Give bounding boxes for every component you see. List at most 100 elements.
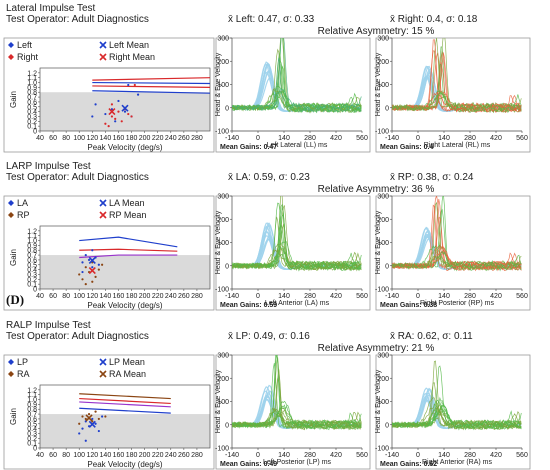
legend-label-3: RA Mean xyxy=(109,369,146,379)
gain-norm-curve-1 xyxy=(92,90,211,94)
gain-xtick-label: 100 xyxy=(73,293,85,300)
velocity-panel-right: -100 0 100 200 300 -140 0 140 280 420 560 Head & Ey… xyxy=(375,36,531,153)
gain-ytick-label: 0.5 xyxy=(27,104,37,111)
gain-xtick-label: 220 xyxy=(152,452,164,459)
velocity-xlabel: Right Lateral (RL) ms xyxy=(424,142,491,149)
gain-point-0-7 xyxy=(101,415,104,418)
gain-ytick-label: 0 xyxy=(33,287,37,294)
gain-xtick-label: 200 xyxy=(139,135,151,142)
velocity-xtick-label: 420 xyxy=(330,452,342,459)
velocity-ytick-label: 300 xyxy=(377,36,389,43)
gain-xtick-label: 180 xyxy=(126,293,138,300)
gain-point-0-8 xyxy=(84,439,87,442)
gain-ytick-label: 0.1 xyxy=(27,124,37,131)
gain-xtick-label: 80 xyxy=(62,293,70,300)
gain-norm-curve-3 xyxy=(79,407,171,414)
velocity-ylabel: Head & Eye Velocity xyxy=(375,210,382,274)
mean-gain-label: Mean Gains: 0.4 xyxy=(380,144,433,151)
gain-ytick-label: 0.5 xyxy=(27,262,37,269)
gain-xtick-label: 140 xyxy=(100,135,112,142)
velocity-xtick-label: -140 xyxy=(385,452,399,459)
velocity-ylabel: Head & Eye Velocity xyxy=(375,52,382,116)
gain-box xyxy=(3,195,215,311)
gain-xtick-label: 40 xyxy=(36,135,44,142)
velocity-xtick-label: 140 xyxy=(278,452,290,459)
velocity-panel-right: -100 0 100 200 300 -140 0 140 280 420 560 Head & Ey… xyxy=(375,194,531,311)
gain-xtick-label: 160 xyxy=(113,452,125,459)
eye-trace-11 xyxy=(232,87,362,113)
gain-point-1-9 xyxy=(101,263,104,266)
velocity-ytick-label: 0 xyxy=(385,422,389,429)
gain-point-0-9 xyxy=(136,93,140,96)
mean-gain-label: Mean Gains: 0.59 xyxy=(220,302,277,309)
gain-point-1-8 xyxy=(84,283,87,286)
gain-point-0-1 xyxy=(94,103,97,106)
gain-ytick-label: 0 xyxy=(33,446,37,453)
velocity-ytick-label: 0 xyxy=(225,263,229,270)
velocity-ytick-label: 200 xyxy=(217,217,229,224)
gain-plot-frame xyxy=(39,225,211,290)
gain-point-0-6 xyxy=(97,429,100,433)
relative-asymmetry: Relative Asymmetry: 36 % xyxy=(318,184,435,195)
legend-marker-2 xyxy=(8,371,14,377)
stats-left: x̄ LP: 0.49, σ: 0.16 xyxy=(228,331,310,342)
gain-box xyxy=(3,354,215,470)
velocity-ytick-label: 100 xyxy=(217,240,229,247)
gain-point-1-6 xyxy=(94,275,97,278)
mean-gain-label: Mean Gains: 0.49 xyxy=(220,461,277,468)
velocity-xtick-label: 560 xyxy=(356,135,368,142)
gain-ytick-label: 0.6 xyxy=(27,99,37,106)
velocity-ytick-label: 200 xyxy=(377,376,389,383)
legend-label-3: Right Mean xyxy=(109,52,155,62)
gain-point-0-6 xyxy=(97,263,100,266)
gain-xtick-label: 240 xyxy=(165,135,177,142)
legend-marker-0 xyxy=(8,42,14,48)
gain-ytick-label: 1.0 xyxy=(27,238,37,245)
legend-label-2: RP xyxy=(17,210,30,220)
gain-point-1-4 xyxy=(114,117,117,120)
legend-label-1: Left Mean xyxy=(109,40,149,50)
gain-xtick-label: 180 xyxy=(126,452,138,459)
gain-point-1-7 xyxy=(104,415,107,418)
gain-point-1-0 xyxy=(104,122,107,125)
velocity-xtick-label: 560 xyxy=(516,293,528,300)
gain-xtick-label: 280 xyxy=(191,135,203,142)
velocity-xtick-label: 420 xyxy=(330,293,342,300)
gain-point-1-2 xyxy=(84,417,87,421)
gain-point-0-4 xyxy=(114,120,117,123)
velocity-xtick-label: 280 xyxy=(304,452,316,459)
velocity-traces xyxy=(232,196,362,272)
velocity-ytick-label: 300 xyxy=(217,353,229,360)
velocity-xtick-label: 280 xyxy=(464,135,476,142)
legend-marker-1 xyxy=(99,199,107,207)
eye-trace-15 xyxy=(392,255,522,271)
velocity-ytick-label: 300 xyxy=(217,194,229,201)
velocity-ytick-label: 300 xyxy=(377,353,389,360)
gain-xtick-label: 260 xyxy=(178,135,190,142)
velocity-ytick-label: 0 xyxy=(225,422,229,429)
velocity-ytick-label: 100 xyxy=(217,399,229,406)
velocity-xtick-label: 0 xyxy=(416,293,420,300)
velocity-panel-left: -100 0 100 200 300 -140 0 140 280 420 560 Head & Ey… xyxy=(215,194,371,311)
velocity-xtick-label: 140 xyxy=(278,135,290,142)
legend-marker-2 xyxy=(8,212,14,218)
gain-xlabel: Peak Velocity (deg/s) xyxy=(87,143,162,152)
gain-point-0-1 xyxy=(84,253,87,257)
gain-mean-1 xyxy=(85,414,93,422)
legend-marker-1 xyxy=(99,41,107,49)
legend-label-3: RP Mean xyxy=(109,210,146,220)
gain-point-1-2 xyxy=(84,266,87,269)
eye-trace-15 xyxy=(232,407,362,430)
gain-point-1-5 xyxy=(117,110,120,113)
legend-label-2: RA xyxy=(17,369,30,379)
velocity-xtick-label: 140 xyxy=(438,452,450,459)
gain-ytick-label: 1.2 xyxy=(27,228,37,235)
gain-ytick-label: 0.1 xyxy=(27,282,37,289)
gain-point-0-1 xyxy=(81,427,84,430)
gain-xtick-label: 160 xyxy=(113,293,125,300)
velocity-ytick-label: -100 xyxy=(215,129,229,136)
gain-mean-1 xyxy=(88,267,96,275)
velocity-box xyxy=(375,195,531,311)
